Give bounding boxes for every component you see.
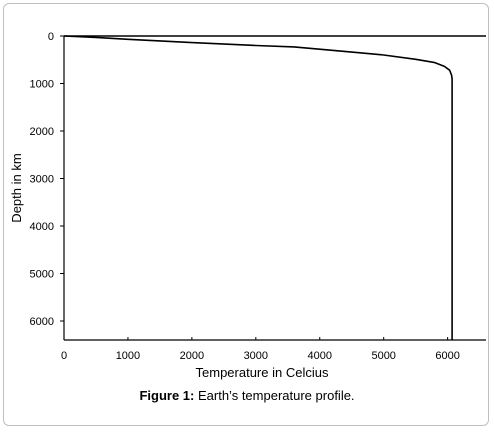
y-axis-title: Depth in km bbox=[9, 153, 24, 222]
x-tick-label: 5000 bbox=[371, 350, 395, 362]
caption-text: Earth’s temperature profile. bbox=[197, 388, 355, 403]
temperature-profile-line bbox=[63, 35, 453, 340]
y-tick-label: 4000 bbox=[30, 221, 54, 233]
figure-frame bbox=[3, 3, 489, 426]
y-tick-label: 6000 bbox=[30, 316, 54, 328]
x-tick-label: 3000 bbox=[244, 350, 268, 362]
y-tick-label: 0 bbox=[48, 31, 54, 43]
y-tick-label: 1000 bbox=[30, 79, 54, 91]
figure-caption: Figure 1: Earth’s temperature profile. bbox=[0, 388, 494, 403]
y-tick-label: 5000 bbox=[30, 269, 54, 281]
x-tick-label: 1000 bbox=[116, 350, 140, 362]
y-tick-label: 3000 bbox=[30, 174, 54, 186]
x-tick-label: 4000 bbox=[308, 350, 332, 362]
temperature-profile-chart: 0 1000 2000 3000 4000 5000 6000 0 1000 2000 3000 40… bbox=[9, 31, 486, 380]
x-tick-label: 0 bbox=[61, 350, 67, 362]
x-axis-title: Temperature in Celcius bbox=[196, 365, 329, 380]
y-tick-label: 2000 bbox=[30, 126, 54, 138]
caption-label: Figure 1: bbox=[139, 388, 195, 403]
x-tick-label: 6000 bbox=[435, 350, 459, 362]
x-tick-label: 2000 bbox=[180, 350, 204, 362]
